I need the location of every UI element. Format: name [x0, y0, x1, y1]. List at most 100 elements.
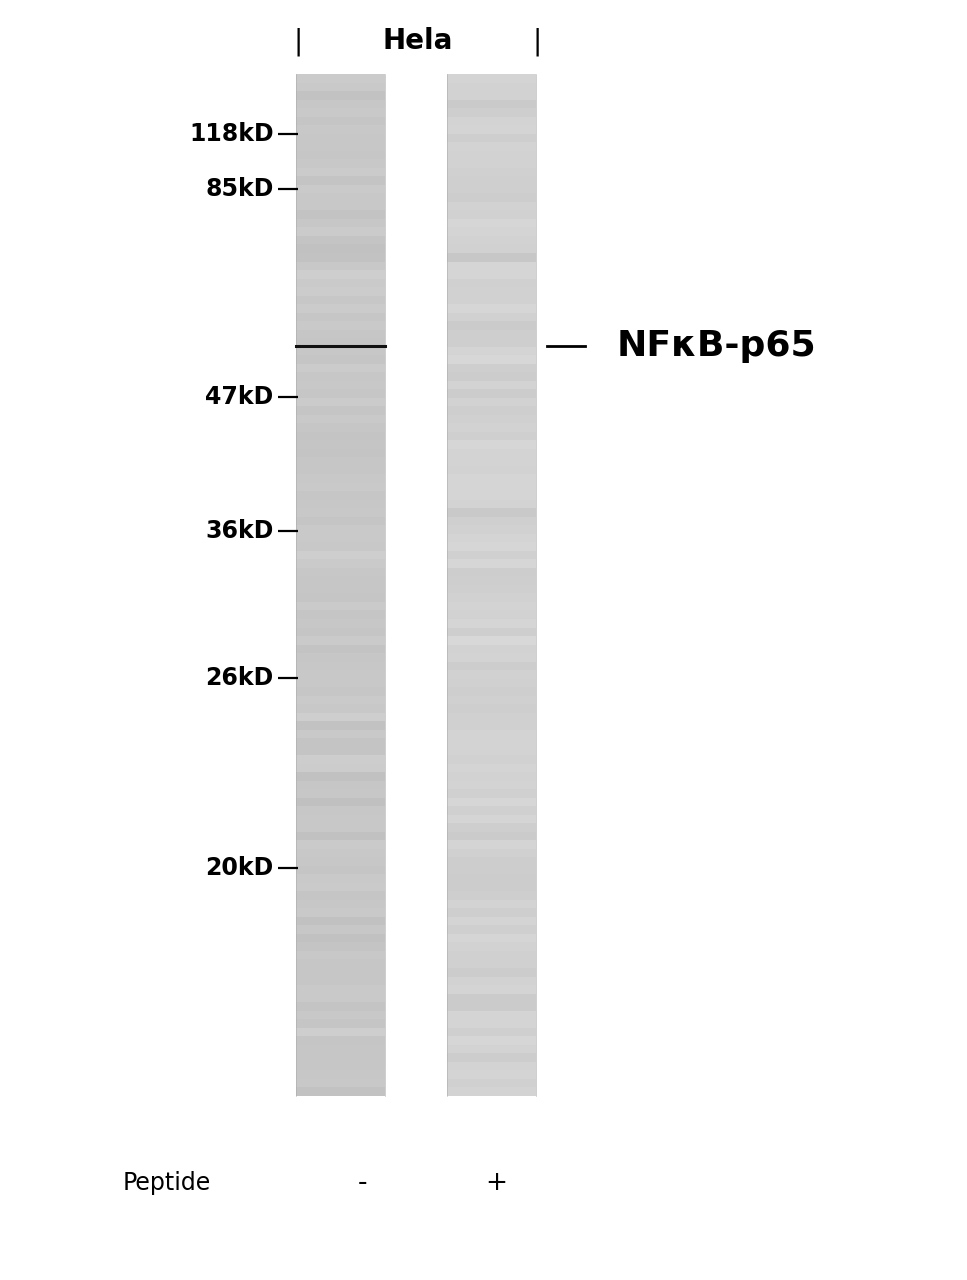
Bar	[296, 1019, 385, 1028]
Bar	[296, 543, 385, 550]
Bar	[447, 790, 536, 797]
Bar	[296, 466, 385, 475]
Bar	[447, 253, 536, 261]
Bar	[296, 755, 385, 764]
Bar	[296, 874, 385, 883]
Bar	[296, 1002, 385, 1011]
Bar	[447, 1002, 536, 1011]
Bar	[447, 74, 536, 83]
Bar	[447, 721, 536, 730]
Bar	[296, 790, 385, 797]
Bar	[296, 389, 385, 398]
Bar	[447, 355, 536, 364]
Bar	[447, 440, 536, 449]
Bar	[296, 1070, 385, 1079]
Bar	[447, 270, 536, 279]
Bar	[447, 678, 536, 687]
Bar	[447, 585, 536, 594]
Bar	[447, 645, 536, 653]
Bar	[447, 424, 536, 431]
Bar	[447, 832, 536, 840]
Bar	[296, 1061, 385, 1070]
Bar	[447, 1044, 536, 1053]
Bar	[447, 347, 536, 355]
Bar	[296, 296, 385, 305]
Bar	[296, 193, 385, 202]
Bar	[296, 986, 385, 993]
Bar	[296, 1011, 385, 1019]
Bar	[296, 627, 385, 636]
Bar	[296, 184, 385, 193]
Bar	[296, 730, 385, 739]
Bar	[296, 312, 385, 321]
Bar	[447, 543, 536, 550]
Bar	[447, 1061, 536, 1070]
Bar	[296, 100, 385, 109]
Bar	[447, 662, 536, 671]
Bar	[296, 576, 385, 585]
Bar	[296, 883, 385, 891]
Bar	[296, 83, 385, 91]
Bar	[447, 228, 536, 236]
Bar	[447, 986, 536, 993]
Bar	[296, 109, 385, 116]
Bar	[296, 687, 385, 695]
Bar	[447, 525, 536, 534]
Bar	[447, 508, 536, 517]
Bar	[447, 100, 536, 109]
Bar	[296, 160, 385, 168]
Bar	[296, 1028, 385, 1036]
Bar	[447, 960, 536, 968]
Bar	[296, 858, 385, 865]
Bar	[296, 925, 385, 934]
Bar	[296, 517, 385, 525]
Bar	[296, 993, 385, 1002]
Bar	[447, 109, 536, 116]
Bar	[296, 151, 385, 160]
Bar	[296, 934, 385, 942]
Bar	[296, 865, 385, 874]
Bar	[296, 236, 385, 244]
Bar	[296, 228, 385, 236]
Bar	[447, 210, 536, 219]
Bar	[447, 389, 536, 398]
Bar	[447, 415, 536, 424]
Bar	[447, 1011, 536, 1019]
Bar	[447, 942, 536, 951]
Bar	[296, 645, 385, 653]
Bar	[296, 380, 385, 389]
Bar	[447, 797, 536, 806]
Bar	[296, 440, 385, 449]
Bar	[296, 960, 385, 968]
Bar	[447, 1070, 536, 1079]
Bar	[296, 431, 385, 440]
Bar	[296, 1079, 385, 1087]
Bar	[296, 372, 385, 380]
Bar	[447, 321, 536, 330]
Text: Hela: Hela	[383, 27, 453, 55]
Bar	[296, 347, 385, 355]
Bar	[447, 364, 536, 372]
Bar	[296, 415, 385, 424]
Bar	[447, 83, 536, 91]
Bar	[447, 125, 536, 134]
Bar	[447, 380, 536, 389]
Bar	[296, 449, 385, 457]
Text: +: +	[485, 1170, 507, 1196]
Bar	[447, 457, 536, 466]
Bar	[296, 305, 385, 312]
Bar	[447, 730, 536, 739]
Bar	[447, 312, 536, 321]
Bar	[447, 431, 536, 440]
Bar	[447, 338, 536, 347]
Bar	[296, 364, 385, 372]
Bar	[296, 739, 385, 746]
Text: |: |	[532, 28, 542, 56]
Bar	[296, 1053, 385, 1061]
Bar	[447, 764, 536, 772]
Bar	[447, 739, 536, 746]
Bar	[447, 704, 536, 713]
Bar	[296, 253, 385, 261]
Bar	[447, 568, 536, 576]
Bar	[296, 424, 385, 431]
